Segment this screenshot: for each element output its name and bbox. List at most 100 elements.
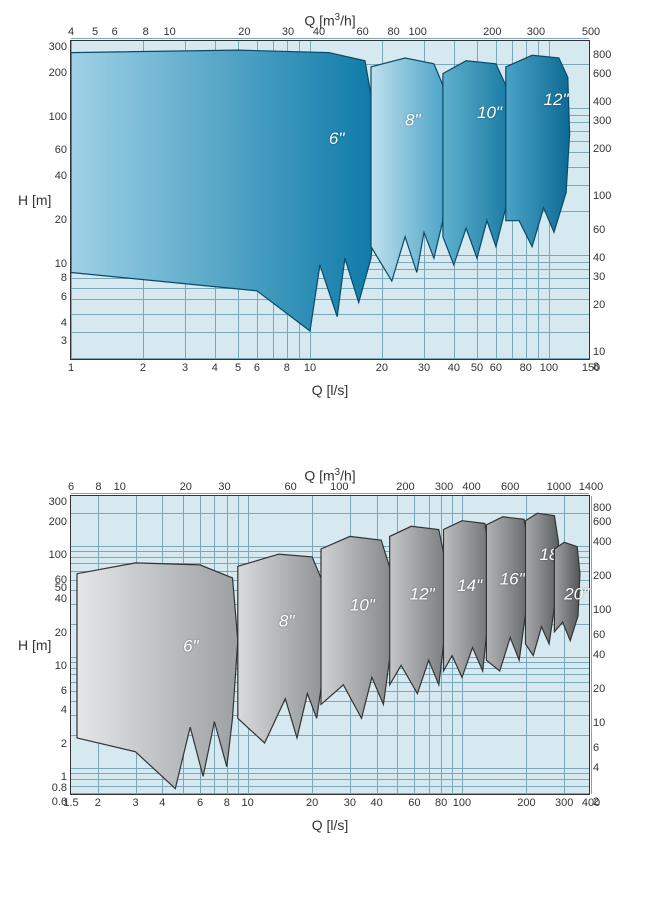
tick-label: 60 bbox=[490, 362, 502, 374]
tick-label: 40 bbox=[39, 170, 67, 182]
region-label: 10" bbox=[350, 595, 376, 614]
region-label: 10" bbox=[477, 103, 503, 122]
x-axis-bottom-label: Q [l/s] bbox=[312, 382, 349, 475]
tick-label: 80 bbox=[435, 797, 447, 809]
plot-area: 6"8"10"12"14"16"18"20"1.5234681020304060… bbox=[70, 495, 590, 795]
tick-label: 50 bbox=[471, 362, 483, 374]
y-axis-left-label: H [m] bbox=[18, 637, 51, 653]
region-label: 14" bbox=[457, 576, 483, 595]
region-label: 12" bbox=[410, 585, 436, 604]
tick-label: 20 bbox=[238, 26, 250, 38]
tick-label: 2 bbox=[95, 797, 101, 809]
tick-label: 600 bbox=[593, 68, 621, 80]
tick-label: 1 bbox=[68, 362, 74, 374]
tick-label: 1400 bbox=[579, 481, 603, 493]
tick-label: 20 bbox=[39, 214, 67, 226]
tick-label: 100 bbox=[408, 26, 426, 38]
pump-region bbox=[238, 554, 325, 743]
tick-label: 10 bbox=[241, 797, 253, 809]
region-label: 16" bbox=[500, 569, 526, 588]
tick-label: 20 bbox=[180, 481, 192, 493]
tick-label: 4 bbox=[159, 797, 165, 809]
chart: 6"8"10"12"14"16"18"20"1.5234681020304060… bbox=[10, 465, 653, 870]
tick-label: 6 bbox=[593, 742, 621, 754]
tick-label: 8 bbox=[39, 272, 67, 284]
tick-label: 300 bbox=[527, 26, 545, 38]
tick-label: 40 bbox=[593, 649, 621, 661]
tick-label: 20 bbox=[306, 797, 318, 809]
pump-region bbox=[71, 50, 377, 331]
region-label: 8" bbox=[279, 612, 295, 631]
tick-label: 600 bbox=[501, 481, 519, 493]
tick-label: 400 bbox=[593, 536, 621, 548]
tick-label: 60 bbox=[593, 629, 621, 641]
x-axis-bottom-label: Q [l/s] bbox=[312, 817, 349, 910]
tick-label: 6 bbox=[254, 362, 260, 374]
tick-label: 6 bbox=[197, 797, 203, 809]
tick-label: 10 bbox=[593, 346, 621, 358]
tick-label: 200 bbox=[39, 67, 67, 79]
tick-label: 200 bbox=[517, 797, 535, 809]
tick-label: 200 bbox=[39, 516, 67, 528]
tick-label: 100 bbox=[593, 190, 621, 202]
tick-label: 8 bbox=[224, 797, 230, 809]
tick-label: 60 bbox=[593, 224, 621, 236]
tick-label: 6 bbox=[68, 481, 74, 493]
tick-label: 300 bbox=[39, 496, 67, 508]
pump-region bbox=[371, 58, 446, 281]
tick-label: 4 bbox=[39, 704, 67, 716]
tick-label: 300 bbox=[593, 115, 621, 127]
pump-region bbox=[321, 536, 392, 718]
tick-label: 30 bbox=[282, 26, 294, 38]
tick-label: 4 bbox=[39, 317, 67, 329]
tick-label: 1000 bbox=[547, 481, 571, 493]
region-label: 6" bbox=[329, 129, 345, 148]
pump-region bbox=[77, 563, 238, 789]
tick-label: 30 bbox=[218, 481, 230, 493]
pump-region bbox=[526, 513, 559, 655]
tick-label: 0.6 bbox=[39, 796, 67, 808]
tick-label: 60 bbox=[357, 26, 369, 38]
tick-label: 10 bbox=[114, 481, 126, 493]
tick-label: 30 bbox=[418, 362, 430, 374]
tick-label: 40 bbox=[371, 797, 383, 809]
tick-label: 5 bbox=[235, 362, 241, 374]
tick-label: 5 bbox=[92, 26, 98, 38]
tick-label: 6 bbox=[39, 291, 67, 303]
tick-label: 8 bbox=[284, 362, 290, 374]
tick-label: 4 bbox=[68, 26, 74, 38]
tick-label: 100 bbox=[39, 549, 67, 561]
tick-label: 60 bbox=[408, 797, 420, 809]
tick-label: 2 bbox=[140, 362, 146, 374]
tick-label: 40 bbox=[39, 593, 67, 605]
tick-label: 60 bbox=[284, 481, 296, 493]
tick-label: 60 bbox=[39, 574, 67, 586]
tick-label: 200 bbox=[483, 26, 501, 38]
tick-label: 8 bbox=[593, 361, 621, 373]
tick-label: 4 bbox=[212, 362, 218, 374]
chart: 6"8"10"12"123456810203040506080100150456… bbox=[10, 10, 653, 435]
tick-label: 100 bbox=[593, 604, 621, 616]
tick-label: 8 bbox=[143, 26, 149, 38]
tick-label: 200 bbox=[396, 481, 414, 493]
plot-area: 6"8"10"12"123456810203040506080100150456… bbox=[70, 40, 590, 360]
tick-label: 3 bbox=[39, 335, 67, 347]
pump-region bbox=[506, 55, 570, 246]
tick-label: 20 bbox=[376, 362, 388, 374]
region-label: 8" bbox=[405, 110, 421, 129]
tick-label: 800 bbox=[593, 502, 621, 514]
x-axis-top-label: Q [m3/h] bbox=[304, 12, 355, 29]
pump-region bbox=[486, 517, 528, 671]
tick-label: 20 bbox=[593, 683, 621, 695]
y-axis-left-label: H [m] bbox=[18, 192, 51, 208]
tick-label: 200 bbox=[593, 143, 621, 155]
tick-label: 2 bbox=[593, 796, 621, 808]
pump-region bbox=[444, 521, 490, 678]
tick-label: 10 bbox=[304, 362, 316, 374]
pump-region bbox=[443, 61, 509, 265]
tick-label: 30 bbox=[344, 797, 356, 809]
tick-label: 20 bbox=[593, 299, 621, 311]
tick-label: 6 bbox=[112, 26, 118, 38]
x-axis-top-label: Q [m3/h] bbox=[304, 467, 355, 484]
tick-label: 10 bbox=[164, 26, 176, 38]
